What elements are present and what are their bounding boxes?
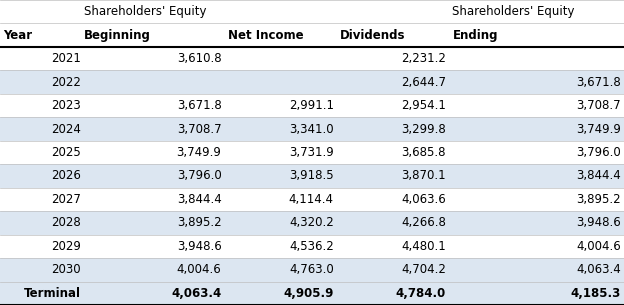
Text: 3,895.2: 3,895.2 xyxy=(177,216,222,229)
Text: Terminal: Terminal xyxy=(24,287,81,300)
Bar xyxy=(0,188,624,211)
Bar xyxy=(0,0,624,23)
Text: 2026: 2026 xyxy=(51,170,81,182)
Text: 2,231.2: 2,231.2 xyxy=(401,52,446,65)
Text: 2027: 2027 xyxy=(51,193,81,206)
Text: Ending: Ending xyxy=(452,29,498,42)
Text: 2021: 2021 xyxy=(51,52,81,65)
Bar xyxy=(0,94,624,117)
Bar xyxy=(0,164,624,188)
Text: 2,644.7: 2,644.7 xyxy=(401,76,446,89)
Bar xyxy=(0,47,624,70)
Text: 3,671.8: 3,671.8 xyxy=(177,99,222,112)
Text: 3,299.8: 3,299.8 xyxy=(401,123,446,135)
Text: 4,185.3: 4,185.3 xyxy=(570,287,621,300)
Text: 2028: 2028 xyxy=(51,216,81,229)
Text: 3,948.6: 3,948.6 xyxy=(576,216,621,229)
Text: 4,063.4: 4,063.4 xyxy=(576,263,621,276)
Text: 3,749.9: 3,749.9 xyxy=(576,123,621,135)
Bar xyxy=(0,211,624,235)
Text: 3,895.2: 3,895.2 xyxy=(576,193,621,206)
Bar xyxy=(0,23,624,47)
Text: 3,870.1: 3,870.1 xyxy=(401,170,446,182)
Text: 4,063.6: 4,063.6 xyxy=(401,193,446,206)
Text: Shareholders' Equity: Shareholders' Equity xyxy=(84,5,207,18)
Text: 3,844.4: 3,844.4 xyxy=(576,170,621,182)
Text: 3,671.8: 3,671.8 xyxy=(576,76,621,89)
Bar xyxy=(0,141,624,164)
Text: 4,905.9: 4,905.9 xyxy=(283,287,334,300)
Text: 3,948.6: 3,948.6 xyxy=(177,240,222,253)
Text: 4,763.0: 4,763.0 xyxy=(289,263,334,276)
Text: 3,708.7: 3,708.7 xyxy=(576,99,621,112)
Text: 4,704.2: 4,704.2 xyxy=(401,263,446,276)
Text: 3,844.4: 3,844.4 xyxy=(177,193,222,206)
Text: 3,341.0: 3,341.0 xyxy=(289,123,334,135)
Text: Dividends: Dividends xyxy=(340,29,406,42)
Bar xyxy=(0,117,624,141)
Text: 3,749.9: 3,749.9 xyxy=(177,146,222,159)
Text: 4,004.6: 4,004.6 xyxy=(576,240,621,253)
Text: Year: Year xyxy=(3,29,32,42)
Text: 3,685.8: 3,685.8 xyxy=(402,146,446,159)
Text: 4,114.4: 4,114.4 xyxy=(289,193,334,206)
Text: Shareholders' Equity: Shareholders' Equity xyxy=(452,5,575,18)
Text: Net Income: Net Income xyxy=(228,29,303,42)
Text: 3,796.0: 3,796.0 xyxy=(576,146,621,159)
Text: 2029: 2029 xyxy=(51,240,81,253)
Text: 4,063.4: 4,063.4 xyxy=(171,287,222,300)
Text: 2,954.1: 2,954.1 xyxy=(401,99,446,112)
Text: 3,708.7: 3,708.7 xyxy=(177,123,222,135)
Text: 4,784.0: 4,784.0 xyxy=(396,287,446,300)
Text: 2023: 2023 xyxy=(51,99,81,112)
Text: 4,004.6: 4,004.6 xyxy=(177,263,222,276)
Text: 3,610.8: 3,610.8 xyxy=(177,52,222,65)
Text: 4,480.1: 4,480.1 xyxy=(401,240,446,253)
Text: 3,918.5: 3,918.5 xyxy=(289,170,334,182)
Text: 2024: 2024 xyxy=(51,123,81,135)
Text: 2025: 2025 xyxy=(51,146,81,159)
Text: 2,991.1: 2,991.1 xyxy=(289,99,334,112)
Text: 2022: 2022 xyxy=(51,76,81,89)
Text: 4,320.2: 4,320.2 xyxy=(289,216,334,229)
Bar xyxy=(0,235,624,258)
Text: 4,266.8: 4,266.8 xyxy=(401,216,446,229)
Text: Beginning: Beginning xyxy=(84,29,151,42)
Bar xyxy=(0,282,624,305)
Text: 4,536.2: 4,536.2 xyxy=(289,240,334,253)
Bar xyxy=(0,258,624,282)
Text: 3,731.9: 3,731.9 xyxy=(289,146,334,159)
Bar xyxy=(0,70,624,94)
Text: 2030: 2030 xyxy=(52,263,81,276)
Text: 3,796.0: 3,796.0 xyxy=(177,170,222,182)
